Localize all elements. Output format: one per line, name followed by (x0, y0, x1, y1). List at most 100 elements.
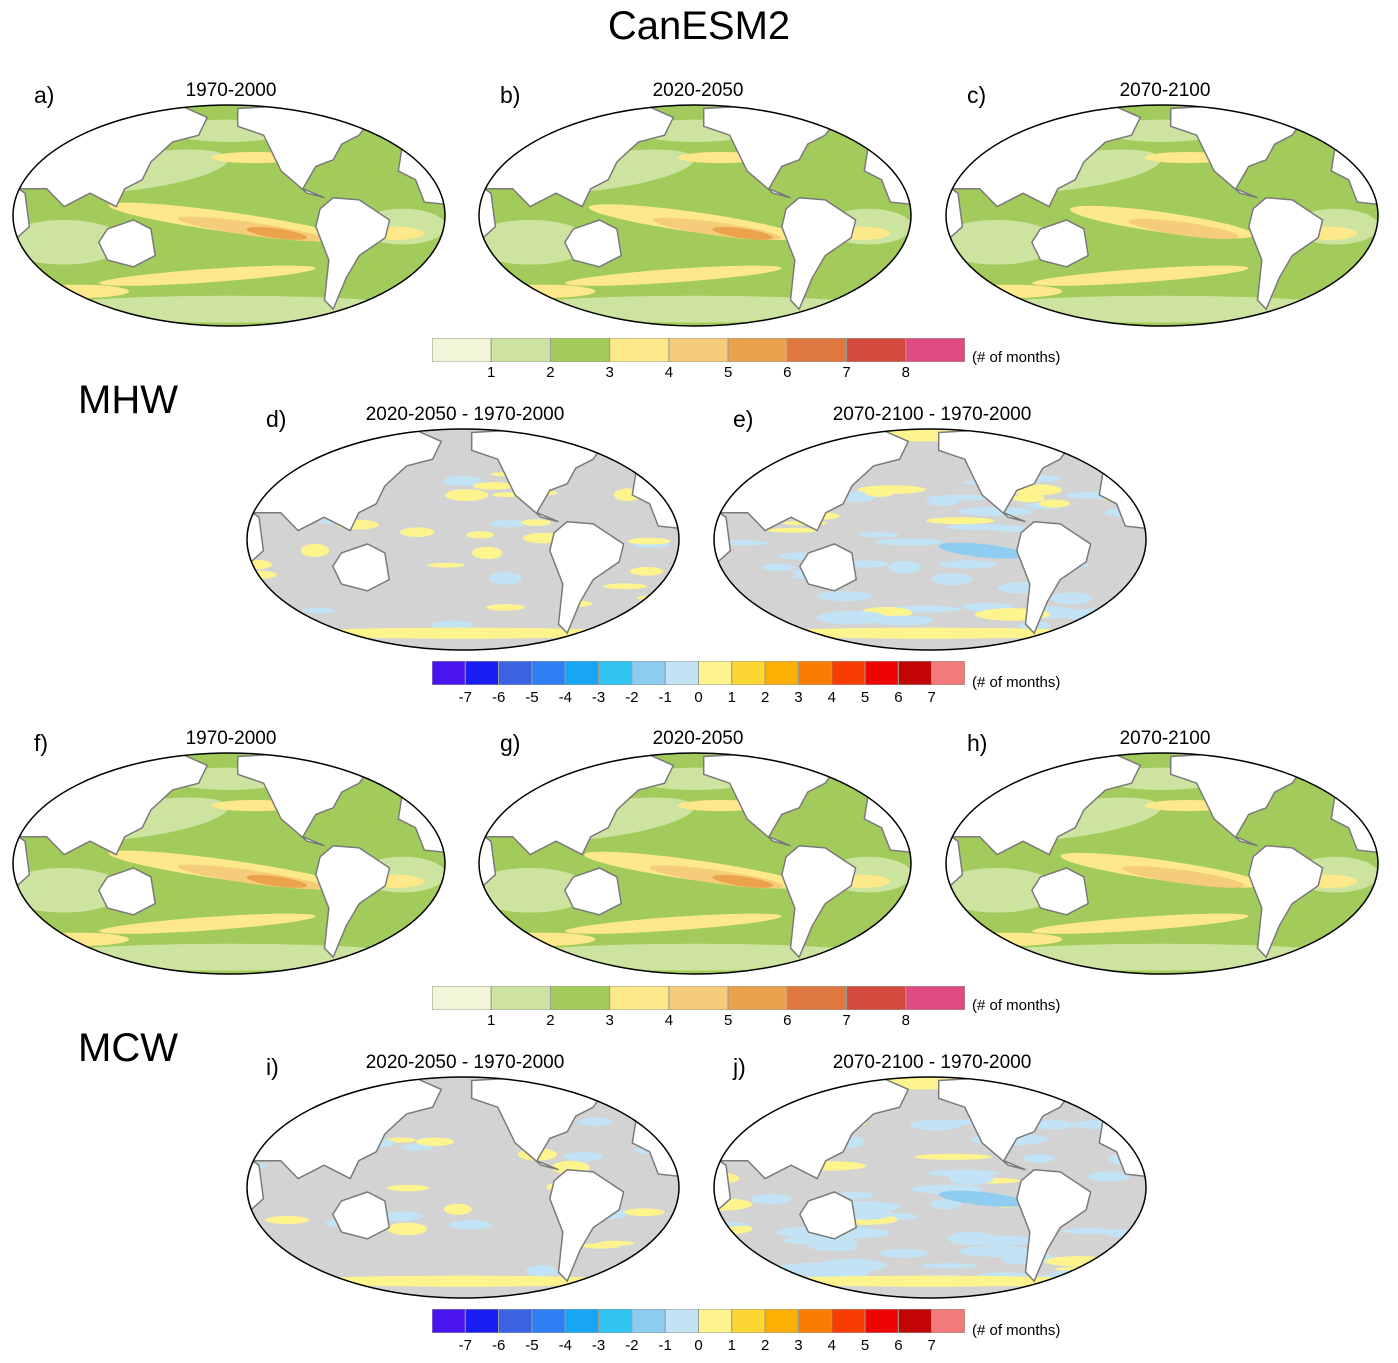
field-band (99, 265, 316, 286)
figure-title: CanESM2 (607, 4, 791, 48)
anomaly-patch (563, 1152, 603, 1162)
anomaly-patch (301, 607, 335, 614)
landmass (1016, 1168, 1092, 1283)
map-outline (246, 1076, 680, 1299)
colorbar-swatch (864, 661, 899, 685)
colorbar-swatch (564, 661, 600, 685)
landmass (97, 867, 157, 916)
colorbar-swatch (598, 1309, 633, 1333)
anomaly-patch (761, 563, 795, 572)
colorbar-swatch (490, 338, 551, 362)
colorbar-swatch (464, 661, 500, 685)
colorbar-tick-label: 0 (694, 1337, 703, 1354)
landmass (1290, 105, 1337, 123)
colorbar-swatch (727, 338, 788, 362)
colorbar-tick-label: -3 (591, 1337, 606, 1354)
colorbar-swatch (698, 661, 733, 685)
anomaly-patch (416, 1137, 455, 1146)
anomaly-patch (1124, 616, 1146, 623)
anomaly-patch (444, 489, 489, 501)
anomaly-patch (1064, 608, 1134, 622)
landmass (946, 182, 964, 244)
colorbar-tick-label: -1 (658, 1337, 672, 1354)
map-panel (12, 752, 446, 975)
panel-letter: b) (500, 82, 521, 108)
anomaly-patch (400, 527, 435, 538)
anomaly-patch (386, 1184, 430, 1192)
anomaly-patch (472, 546, 503, 560)
field-band (13, 867, 125, 913)
anomaly-patch (442, 475, 482, 486)
colorbar-swatch (631, 1309, 666, 1333)
anomaly-patch (931, 573, 974, 586)
field-band (491, 932, 596, 947)
field-band (246, 874, 307, 888)
landmass (1030, 219, 1090, 268)
map-panel (945, 752, 1379, 975)
anomaly-patch (817, 610, 887, 625)
anomaly-patch (630, 566, 664, 576)
map-panel (478, 104, 912, 327)
panel-title: 2020-2050 (652, 80, 744, 101)
field-band (499, 943, 891, 971)
map-outline (246, 428, 680, 651)
anomaly-patch (489, 519, 525, 528)
colorbar-tick-label: 4 (827, 1337, 836, 1354)
anomaly-patch (289, 627, 637, 639)
map-panel (12, 104, 446, 327)
map-panel (246, 1076, 680, 1299)
panel-title: 2020-2050 - 1970-2000 (365, 1052, 565, 1073)
colorbar-tick-label: -2 (625, 1337, 639, 1354)
field-band (25, 284, 130, 299)
colorbar-tick-label: 6 (783, 364, 792, 381)
colorbar-swatch (432, 986, 492, 1010)
anomaly-patch (948, 1172, 994, 1185)
anomaly-patch (1121, 622, 1146, 636)
landmass (823, 753, 870, 771)
landmass (97, 219, 157, 268)
anomaly-patch (914, 1153, 992, 1160)
colorbar-tick-label: 5 (860, 689, 870, 706)
field-band (958, 932, 1063, 947)
field-band (479, 219, 591, 265)
anomaly-patch (817, 591, 872, 602)
colorbar-absolute-mcw (432, 986, 965, 1010)
colorbar-swatch (897, 1309, 933, 1333)
anomaly-patch (879, 1248, 929, 1258)
anomaly-patch (1074, 1257, 1129, 1266)
panel-title: 2070-2100 (1119, 728, 1211, 749)
anomaly-patch (945, 523, 1015, 531)
anomaly-patch (921, 1263, 977, 1268)
anomaly-patch (431, 620, 473, 630)
landmass (331, 543, 391, 592)
colorbar-difference-mhw (432, 661, 965, 685)
landmass (823, 105, 870, 123)
colorbar-tick-label: 0 (694, 689, 703, 706)
landmass (1016, 520, 1092, 635)
anomaly-patch (858, 532, 900, 538)
anomaly-patch (526, 1270, 568, 1275)
panel-title: 2070-2100 (1119, 80, 1211, 101)
anomaly-patch (381, 1211, 424, 1222)
colorbar-swatch (786, 986, 848, 1010)
field-band (491, 284, 596, 299)
colorbar-swatch (531, 661, 566, 685)
colorbar-tick-label: 2 (760, 689, 770, 706)
field-band (1032, 265, 1249, 286)
colorbar-swatch (846, 338, 907, 362)
colorbar-tick-label: -6 (491, 1337, 506, 1354)
colorbar-tick-label: 7 (927, 1337, 936, 1354)
landmass (591, 1077, 638, 1095)
anomaly-patch (756, 1077, 1104, 1090)
anomaly-patch (947, 1231, 996, 1246)
colorbar-tick-label: 6 (894, 689, 903, 706)
landmass (1248, 844, 1324, 959)
field-band (499, 295, 891, 323)
colorbar-swatch (727, 986, 788, 1010)
panel-title: 2070-2100 - 1970-2000 (832, 404, 1032, 425)
anomaly-patch (427, 562, 465, 568)
colorbar-tick-label: 3 (794, 689, 803, 706)
field-band (966, 295, 1358, 323)
colorbar-tick-label: 2 (546, 364, 555, 381)
anomaly-patch (581, 1243, 621, 1249)
